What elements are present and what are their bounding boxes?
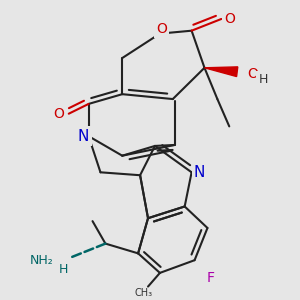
Text: O: O — [224, 12, 235, 26]
Text: F: F — [206, 271, 214, 285]
Text: H: H — [258, 73, 268, 86]
Text: NH₂: NH₂ — [30, 254, 54, 267]
Text: O: O — [248, 67, 259, 81]
Text: H: H — [59, 263, 68, 277]
Text: CH₃: CH₃ — [134, 288, 152, 298]
Text: O: O — [157, 22, 167, 36]
Text: O: O — [53, 107, 64, 121]
Polygon shape — [205, 67, 238, 76]
Text: N: N — [78, 129, 89, 144]
Text: N: N — [194, 165, 205, 180]
